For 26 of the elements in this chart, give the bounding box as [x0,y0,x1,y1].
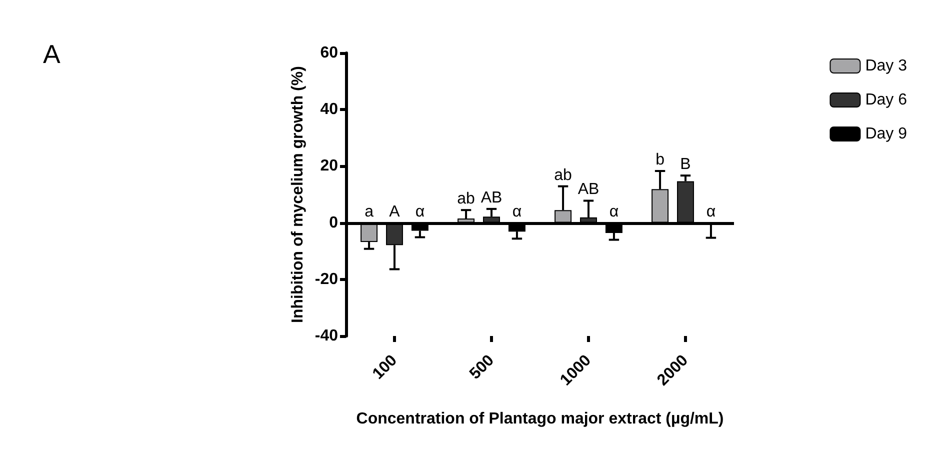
data-label: a [364,203,374,220]
text: A [43,39,61,69]
y-tick-label: 20 [320,158,338,175]
data-label: α [706,203,716,220]
data-label: α [512,203,522,220]
y-tick-label: 60 [320,44,338,62]
data-label: b [656,152,665,169]
data-label: B [680,156,691,174]
data-label: ab [554,166,572,184]
data-label: AB [578,181,600,198]
legend-label: Day 6 [865,92,908,108]
y-tick-label: 40 [320,101,338,118]
y-tick-label: -40 [314,328,338,344]
legend-label: Day 9 [865,126,908,142]
y-axis-title: Inhibition of mycelium growth (%) [290,66,306,323]
x-tick-label: 500 [466,352,498,383]
data-label: α [609,203,619,220]
y-tick-label: 0 [329,214,338,232]
y-tick-label: -20 [314,270,338,288]
data-label: ab [457,190,476,208]
data-label: α [415,203,425,220]
x-tick-label: 100 [370,352,401,383]
legend-label: Day 3 [865,58,908,74]
data-label: A [389,203,400,220]
data-label: AB [480,189,502,206]
x-axis-title: Concentration of Plantago major extract (µg/mL) [356,410,724,428]
